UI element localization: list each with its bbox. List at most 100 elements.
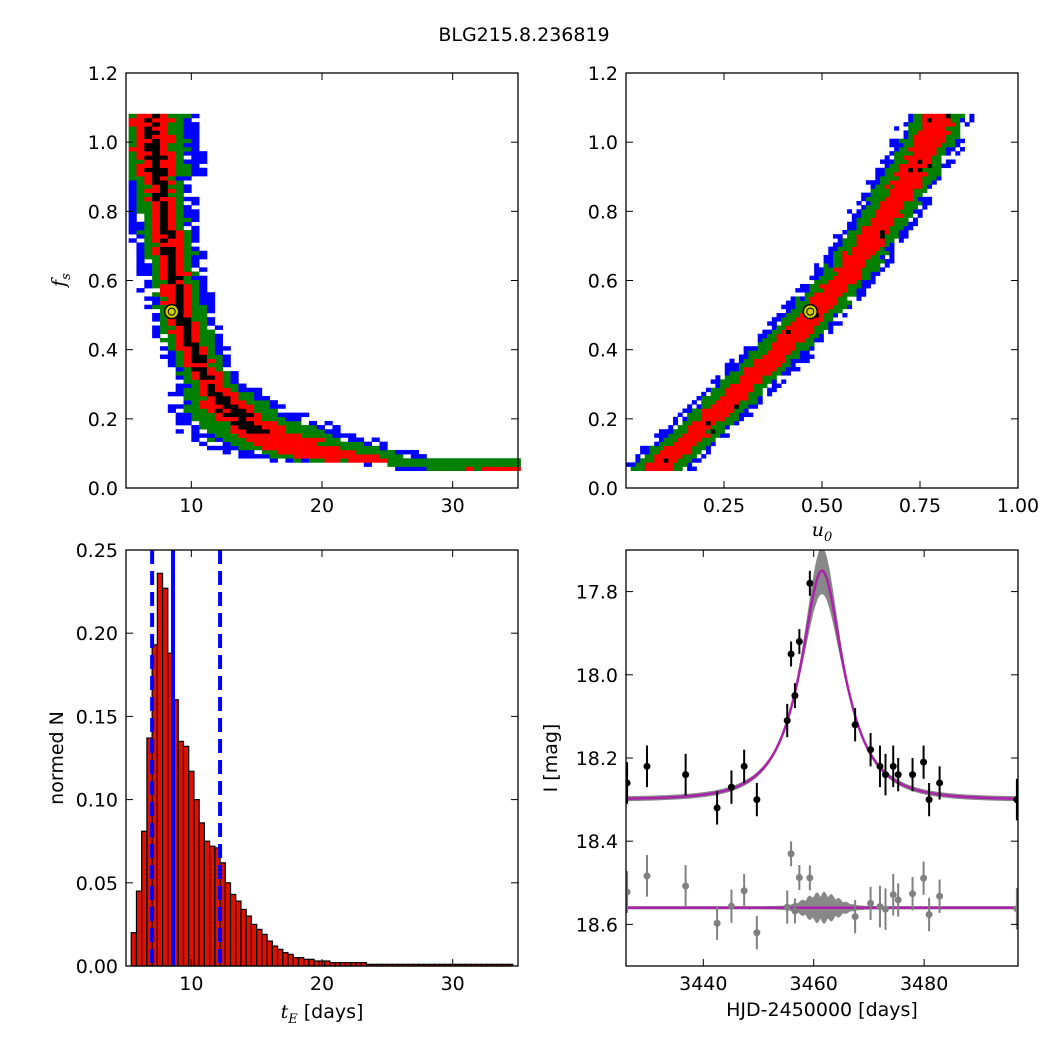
heatmap-cell	[847, 250, 853, 256]
heatmap-cell	[183, 313, 192, 318]
heatmap-cell	[128, 200, 137, 206]
heatmap-cell	[790, 313, 796, 318]
heatmap-cell	[246, 433, 255, 438]
heatmap-cell	[668, 437, 674, 442]
heatmap-cell	[136, 254, 145, 260]
heatmap-cell	[355, 441, 365, 447]
heatmap-cell	[889, 205, 895, 210]
heatmap-cell	[908, 192, 914, 198]
heatmap-cell	[828, 279, 834, 285]
heatmap-cell	[842, 259, 848, 264]
heatmap-cell	[922, 126, 928, 131]
heatmap-cell	[238, 420, 247, 426]
heatmap-cell	[269, 437, 278, 442]
heatmap-cell	[837, 238, 843, 243]
heatmap-cell	[191, 362, 200, 368]
heatmap-cell	[959, 147, 965, 152]
heatmap-cell	[308, 454, 318, 459]
heatmap-cell	[837, 308, 843, 314]
histogram-bar	[276, 948, 284, 967]
heatmap-cell	[945, 130, 951, 135]
heatmap-cell	[828, 321, 834, 326]
heatmap-cell	[875, 254, 881, 260]
heatmap-cell	[183, 238, 192, 243]
heatmap-cell	[832, 288, 838, 293]
heatmap-cell	[724, 408, 730, 413]
heatmap-cell	[828, 308, 834, 314]
heatmap-cell	[842, 292, 848, 297]
histogram-bar	[203, 840, 211, 967]
heatmap-cell	[701, 429, 707, 434]
heatmap-cell	[144, 138, 153, 144]
heatmap-cell	[861, 238, 867, 243]
residual-point	[894, 896, 902, 904]
heatmap-cell	[159, 317, 169, 322]
heatmap-cell	[865, 230, 871, 235]
heatmap-cell	[715, 375, 721, 380]
heatmap-cell	[734, 416, 740, 422]
heatmap-cell	[941, 130, 947, 135]
heatmap-cell	[809, 292, 815, 297]
heatmap-cell	[903, 151, 909, 156]
heatmap-cell	[183, 205, 192, 210]
heatmap-cell	[183, 184, 192, 189]
y-tick-label: 0.4	[588, 340, 618, 362]
heatmap-cell	[720, 391, 726, 397]
heatmap-cell	[175, 250, 184, 256]
heatmap-cell	[489, 458, 498, 463]
heatmap-cell	[152, 117, 161, 123]
heatmap-cell	[136, 221, 145, 227]
heatmap-cell	[856, 275, 862, 281]
heatmap-cell	[894, 155, 900, 160]
heatmap-cell	[922, 184, 928, 189]
heatmap-cell	[898, 159, 904, 164]
heatmap-cell	[710, 429, 716, 434]
heatmap-cell	[682, 433, 688, 438]
heatmap-cell	[922, 196, 928, 202]
heatmap-cell	[724, 425, 730, 430]
heatmap-cell	[889, 188, 895, 193]
heatmap-cell	[959, 113, 965, 119]
heatmap-cell	[677, 466, 683, 472]
heatmap-cell	[457, 458, 467, 463]
math-sub: 0	[824, 530, 832, 545]
heatmap-cell	[316, 454, 325, 459]
heatmap-cell	[183, 259, 192, 264]
heatmap-cell	[175, 126, 184, 131]
heatmap-cell	[191, 250, 200, 256]
heatmap-cell	[687, 449, 693, 455]
heatmap-cell	[191, 300, 200, 306]
heatmap-cell	[922, 200, 928, 206]
heatmap-cell	[649, 458, 655, 463]
heatmap-cell	[724, 433, 730, 438]
heatmap-cell	[230, 379, 239, 384]
heatmap-cell	[889, 259, 895, 264]
heatmap-cell	[371, 437, 380, 442]
heatmap-cell	[771, 346, 777, 351]
heatmap-cell	[837, 234, 843, 239]
heatmap-cell	[734, 379, 740, 384]
heatmap-cell	[724, 420, 730, 426]
heatmap-cell	[254, 433, 263, 438]
heatmap-cell	[875, 259, 881, 264]
heatmap-cell	[875, 176, 881, 181]
heatmap-cell	[183, 416, 192, 422]
heatmap-cell	[969, 117, 975, 123]
heatmap-cell	[191, 308, 200, 314]
heatmap-cell	[903, 217, 909, 223]
heatmap-cell	[355, 458, 365, 463]
heatmap-cell	[246, 416, 255, 422]
heatmap-cell	[301, 458, 310, 463]
heatmap-cell	[246, 391, 255, 397]
heatmap-cell	[880, 167, 886, 173]
heatmap-cell	[261, 416, 271, 422]
heatmap-cell	[293, 425, 302, 430]
heatmap-cell	[144, 271, 153, 276]
heatmap-cell	[254, 412, 263, 418]
heatmap-cell	[757, 383, 763, 389]
heatmap-cell	[682, 408, 688, 413]
heatmap-cell	[912, 221, 918, 227]
heatmap-cell	[955, 113, 961, 119]
heatmap-cell	[767, 379, 773, 384]
heatmap-cell	[696, 449, 702, 455]
